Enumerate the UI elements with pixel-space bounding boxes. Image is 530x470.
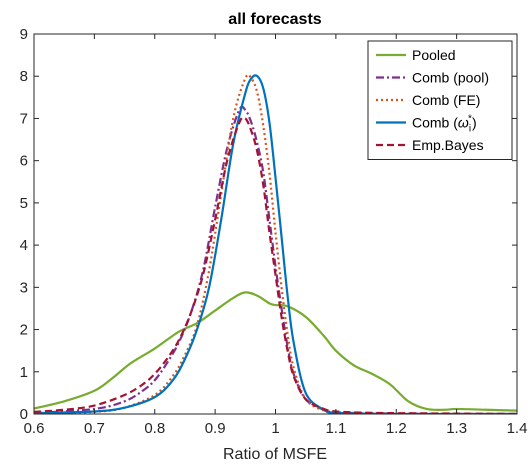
axis-ticks: 0.6 0.7 0.8 0.9 1 1.1 1.2 1.3 1.4 0 1 2 3 4 5 6 7 8 9	[20, 26, 528, 437]
legend-label-4: Emp.Bayes	[412, 137, 484, 153]
y-tick-label: 7	[20, 110, 28, 127]
legend-label-2: Comb (FE)	[412, 92, 480, 108]
legend-part: )	[472, 115, 477, 131]
series-layer	[34, 73, 517, 414]
chart-title: all forecasts	[228, 11, 321, 28]
legend-label-3: Comb (ωi*)	[412, 114, 477, 135]
x-axis-label: Ratio of MSFE	[223, 446, 327, 463]
y-tick-label: 6	[20, 153, 28, 170]
legend: Pooled Comb (pool) Comb (FE) Comb (ωi*) Emp.…	[367, 40, 513, 160]
series-line-4	[34, 116, 517, 414]
legend-part: *	[468, 114, 472, 125]
y-tick-label: 9	[20, 26, 28, 43]
x-tick-label: 0.8	[144, 420, 165, 437]
y-tick-label: 8	[20, 68, 28, 85]
x-tick-label: 1	[271, 420, 279, 437]
series-line-0	[34, 291, 517, 412]
series-line-2	[34, 73, 517, 414]
legend-part: i	[469, 124, 471, 135]
y-tick-label: 0	[20, 406, 28, 423]
legend-label-0: Pooled	[412, 47, 456, 63]
legend-part: Comb (	[412, 115, 458, 131]
y-tick-label: 1	[20, 364, 28, 381]
x-tick-label: 1.2	[386, 420, 407, 437]
series-line-3	[34, 74, 517, 414]
y-tick-label: 2	[20, 322, 28, 339]
legend-label-1: Comb (pool)	[412, 70, 489, 86]
x-tick-label: 0.7	[84, 420, 105, 437]
legend-part: ω	[458, 115, 469, 131]
x-tick-label: 1.3	[446, 420, 467, 437]
x-tick-label: 0.6	[24, 420, 45, 437]
x-tick-label: 1.4	[507, 420, 528, 437]
y-tick-label: 5	[20, 195, 28, 212]
y-tick-label: 3	[20, 279, 28, 296]
x-tick-label: 0.9	[205, 420, 226, 437]
y-tick-label: 4	[20, 237, 28, 254]
x-tick-label: 1.1	[325, 420, 346, 437]
